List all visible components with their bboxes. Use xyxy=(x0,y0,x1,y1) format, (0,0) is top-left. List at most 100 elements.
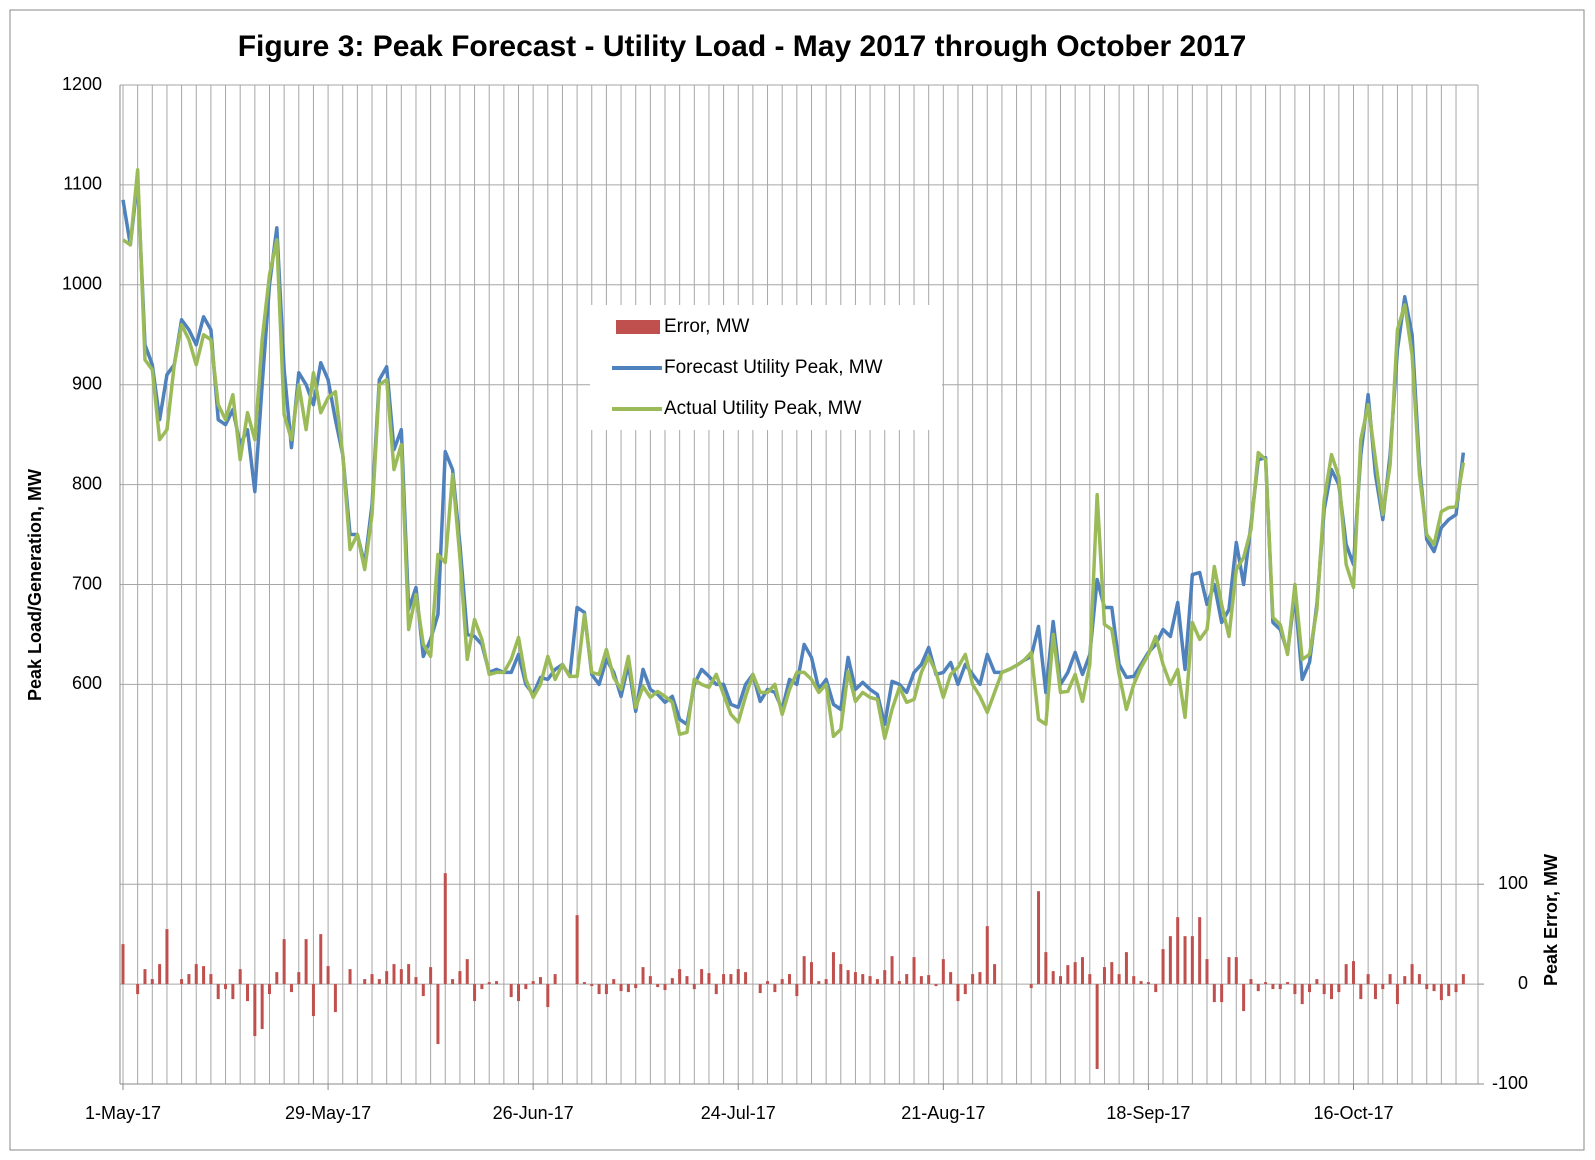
error-bar xyxy=(202,966,206,985)
error-bar xyxy=(1344,964,1348,985)
y2-tick-label: 0 xyxy=(1518,973,1528,993)
error-bar xyxy=(451,979,455,985)
y2-axis-label: Peak Error, MW xyxy=(1541,854,1561,986)
error-bar xyxy=(1439,984,1443,1001)
error-bar xyxy=(1432,984,1436,992)
error-bar xyxy=(421,984,425,997)
error-bar xyxy=(1161,949,1165,985)
error-bar xyxy=(297,972,301,985)
error-bar xyxy=(956,984,960,1002)
error-bar xyxy=(831,952,835,985)
error-bar xyxy=(846,970,850,985)
error-bar xyxy=(407,964,411,985)
y-tick-label: 1000 xyxy=(62,274,102,294)
error-bar xyxy=(165,929,169,985)
error-bar xyxy=(941,959,945,985)
error-bar xyxy=(260,984,264,1030)
error-bar xyxy=(817,981,821,985)
error-bar xyxy=(158,964,162,985)
error-bar xyxy=(934,984,938,987)
error-bar xyxy=(861,974,865,985)
error-bar xyxy=(744,972,748,985)
x-tick-label: 29-May-17 xyxy=(285,1103,371,1123)
error-bar xyxy=(363,979,367,985)
error-bar xyxy=(1234,957,1238,985)
error-bar xyxy=(495,981,499,985)
error-bar xyxy=(1366,974,1370,985)
error-bar xyxy=(1117,974,1121,985)
error-bar xyxy=(809,962,813,985)
error-bar xyxy=(326,966,330,985)
error-bar xyxy=(897,981,901,985)
y-tick-label: 900 xyxy=(72,373,102,393)
error-bar xyxy=(399,969,403,985)
error-bar xyxy=(282,939,286,985)
error-bar xyxy=(626,984,630,993)
error-bar xyxy=(597,984,601,995)
y-tick-label: 800 xyxy=(72,473,102,493)
series-line xyxy=(122,168,1466,741)
error-bar xyxy=(656,984,660,988)
x-tick-label: 18-Sep-17 xyxy=(1106,1103,1190,1123)
error-bar xyxy=(985,926,989,985)
error-bar xyxy=(319,934,323,985)
error-bar xyxy=(963,984,967,995)
error-bar xyxy=(370,974,374,985)
error-bar xyxy=(773,984,777,993)
error-bar xyxy=(1249,979,1253,985)
error-bar xyxy=(1388,974,1392,985)
y-tick-label: 600 xyxy=(72,673,102,693)
error-bar xyxy=(1351,961,1355,985)
error-bar xyxy=(487,982,491,985)
error-bar xyxy=(663,984,667,991)
error-bar xyxy=(714,984,718,995)
error-bar xyxy=(824,979,828,985)
error-bar xyxy=(333,984,337,1013)
error-bar xyxy=(1381,984,1385,990)
error-bar xyxy=(1073,962,1077,985)
error-bar xyxy=(780,979,784,985)
error-bar xyxy=(1168,936,1172,985)
error-bar xyxy=(1278,984,1282,990)
x-tick-label: 1-May-17 xyxy=(85,1103,161,1123)
error-bar xyxy=(1037,891,1041,985)
error-bar xyxy=(868,976,872,985)
error-bar xyxy=(1059,976,1063,985)
error-bar xyxy=(1293,984,1297,995)
error-bar xyxy=(919,976,923,985)
error-bar xyxy=(1403,976,1407,985)
error-bar xyxy=(1154,984,1158,993)
error-bar xyxy=(1095,984,1099,1070)
error-bar xyxy=(1110,962,1114,985)
error-bar xyxy=(1395,984,1399,1005)
error-bar xyxy=(927,975,931,985)
error-bar xyxy=(802,956,806,985)
error-bar xyxy=(553,974,557,985)
error-bar xyxy=(1264,982,1268,985)
error-bar xyxy=(619,984,623,992)
error-bar xyxy=(839,964,843,985)
error-bar xyxy=(1447,984,1451,997)
error-bar xyxy=(509,984,513,998)
error-bar xyxy=(517,984,521,1002)
error-bar xyxy=(531,981,535,985)
error-bar xyxy=(729,974,733,985)
chart-title: Figure 3: Peak Forecast - Utility Load -… xyxy=(238,30,1247,63)
error-bar xyxy=(758,984,762,994)
error-bar xyxy=(1417,974,1421,985)
error-bar xyxy=(480,984,484,990)
error-bar xyxy=(143,969,147,985)
error-bar xyxy=(1139,981,1143,985)
error-bar xyxy=(736,969,740,985)
error-bar xyxy=(538,977,542,985)
error-bar xyxy=(1212,984,1216,1003)
error-bar xyxy=(1373,984,1377,1000)
error-bar xyxy=(150,979,154,985)
error-bar xyxy=(1337,984,1341,993)
error-bar xyxy=(267,984,271,995)
error-bar xyxy=(1227,957,1231,985)
error-bar xyxy=(604,984,608,995)
x-tick-label: 24-Jul-17 xyxy=(701,1103,776,1123)
error-bar xyxy=(853,972,857,985)
error-bar xyxy=(612,979,616,985)
